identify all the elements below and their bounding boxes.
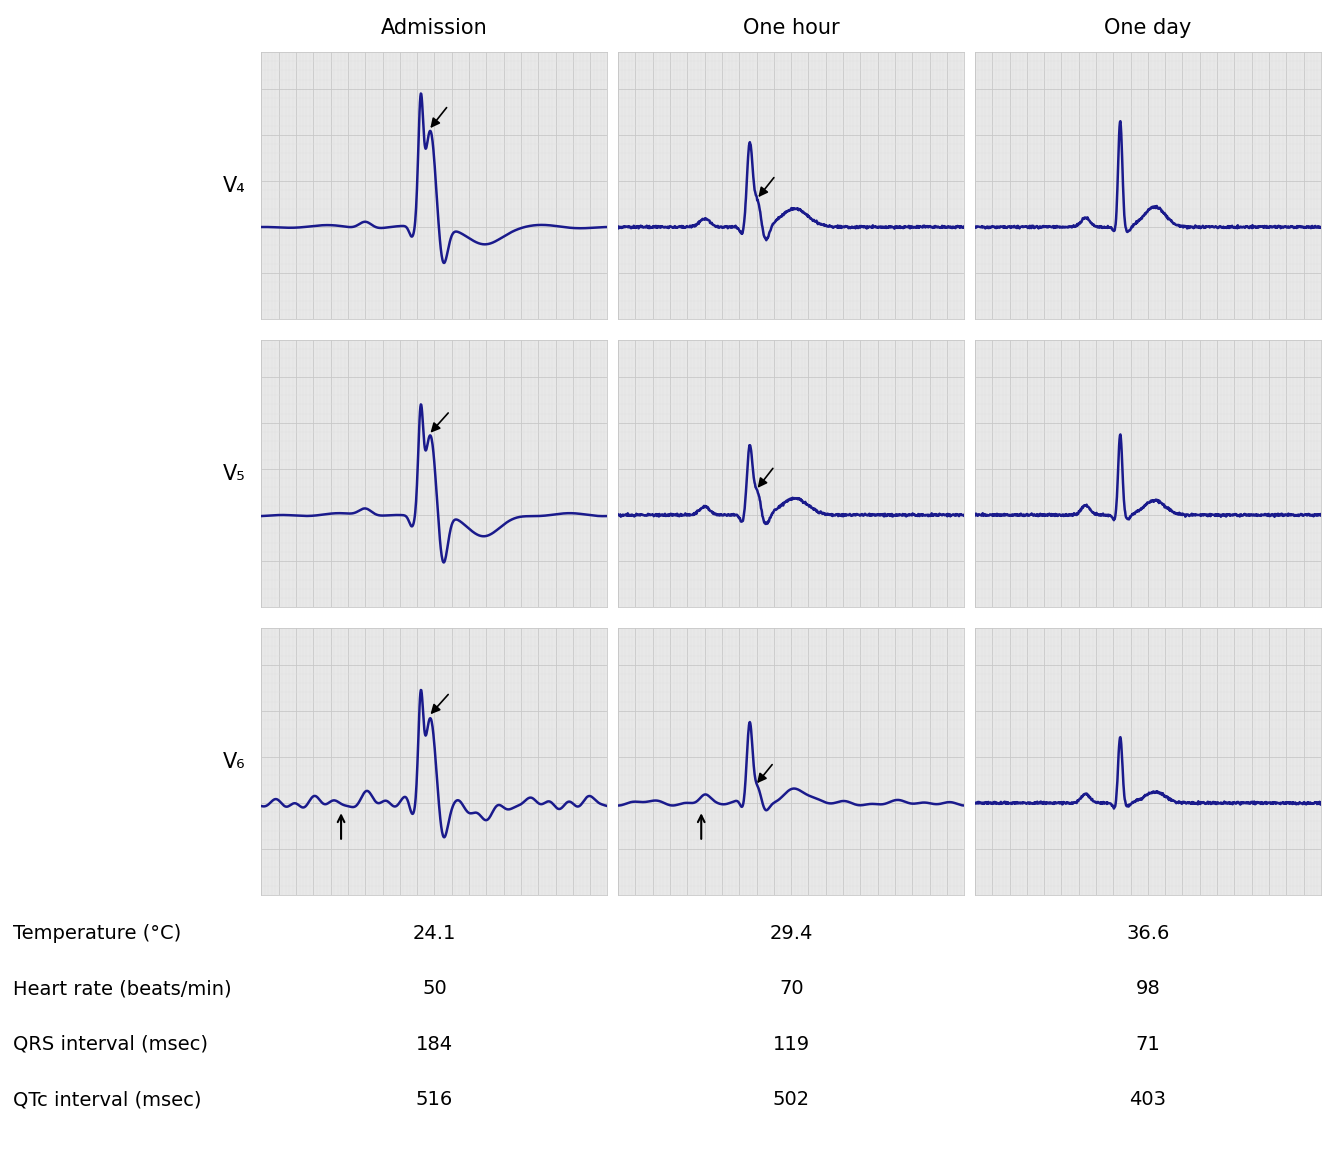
Text: 71: 71 [1136,1035,1160,1053]
Text: V₅: V₅ [223,463,245,484]
Text: V₆: V₆ [223,752,245,772]
Text: 403: 403 [1129,1090,1167,1109]
Text: 119: 119 [772,1035,810,1053]
Text: Heart rate (beats/min): Heart rate (beats/min) [13,979,232,998]
Text: Temperature (°C): Temperature (°C) [13,924,181,942]
Text: 184: 184 [416,1035,453,1053]
Text: 502: 502 [772,1090,810,1109]
Text: QTc interval (msec): QTc interval (msec) [13,1090,202,1109]
Text: One day: One day [1104,18,1192,38]
Text: 516: 516 [416,1090,453,1109]
Text: 50: 50 [422,979,447,998]
Text: V₄: V₄ [223,176,245,195]
Text: 29.4: 29.4 [770,924,813,942]
Text: 70: 70 [779,979,803,998]
Text: 24.1: 24.1 [413,924,456,942]
Text: 36.6: 36.6 [1126,924,1169,942]
Text: 98: 98 [1136,979,1160,998]
Text: Admission: Admission [381,18,488,38]
Text: One hour: One hour [743,18,839,38]
Text: QRS interval (msec): QRS interval (msec) [13,1035,208,1053]
